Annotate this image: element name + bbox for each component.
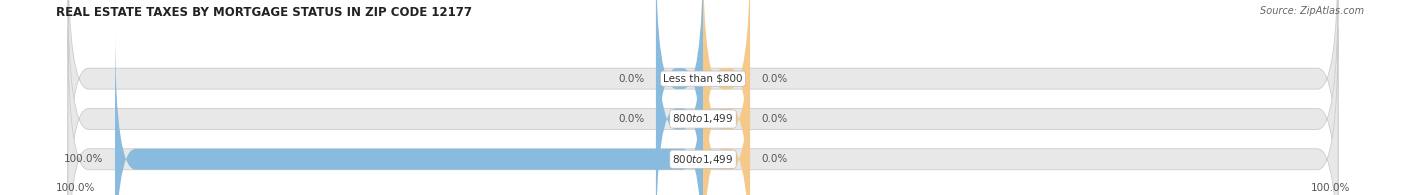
Text: 0.0%: 0.0%: [762, 74, 787, 84]
Text: 0.0%: 0.0%: [619, 74, 644, 84]
FancyBboxPatch shape: [657, 0, 703, 195]
Text: 100.0%: 100.0%: [56, 183, 96, 193]
Text: $800 to $1,499: $800 to $1,499: [672, 153, 734, 166]
Text: REAL ESTATE TAXES BY MORTGAGE STATUS IN ZIP CODE 12177: REAL ESTATE TAXES BY MORTGAGE STATUS IN …: [56, 6, 472, 19]
FancyBboxPatch shape: [67, 29, 1339, 195]
FancyBboxPatch shape: [703, 29, 749, 195]
Text: $800 to $1,499: $800 to $1,499: [672, 113, 734, 125]
Text: 0.0%: 0.0%: [619, 114, 644, 124]
FancyBboxPatch shape: [67, 0, 1339, 195]
Text: 0.0%: 0.0%: [762, 114, 787, 124]
Text: 0.0%: 0.0%: [762, 154, 787, 164]
FancyBboxPatch shape: [657, 0, 703, 195]
Text: 100.0%: 100.0%: [63, 154, 103, 164]
FancyBboxPatch shape: [115, 29, 703, 195]
FancyBboxPatch shape: [703, 0, 749, 195]
Text: Source: ZipAtlas.com: Source: ZipAtlas.com: [1260, 6, 1364, 16]
FancyBboxPatch shape: [67, 0, 1339, 195]
Text: 100.0%: 100.0%: [1310, 183, 1350, 193]
FancyBboxPatch shape: [703, 0, 749, 195]
Text: Less than $800: Less than $800: [664, 74, 742, 84]
